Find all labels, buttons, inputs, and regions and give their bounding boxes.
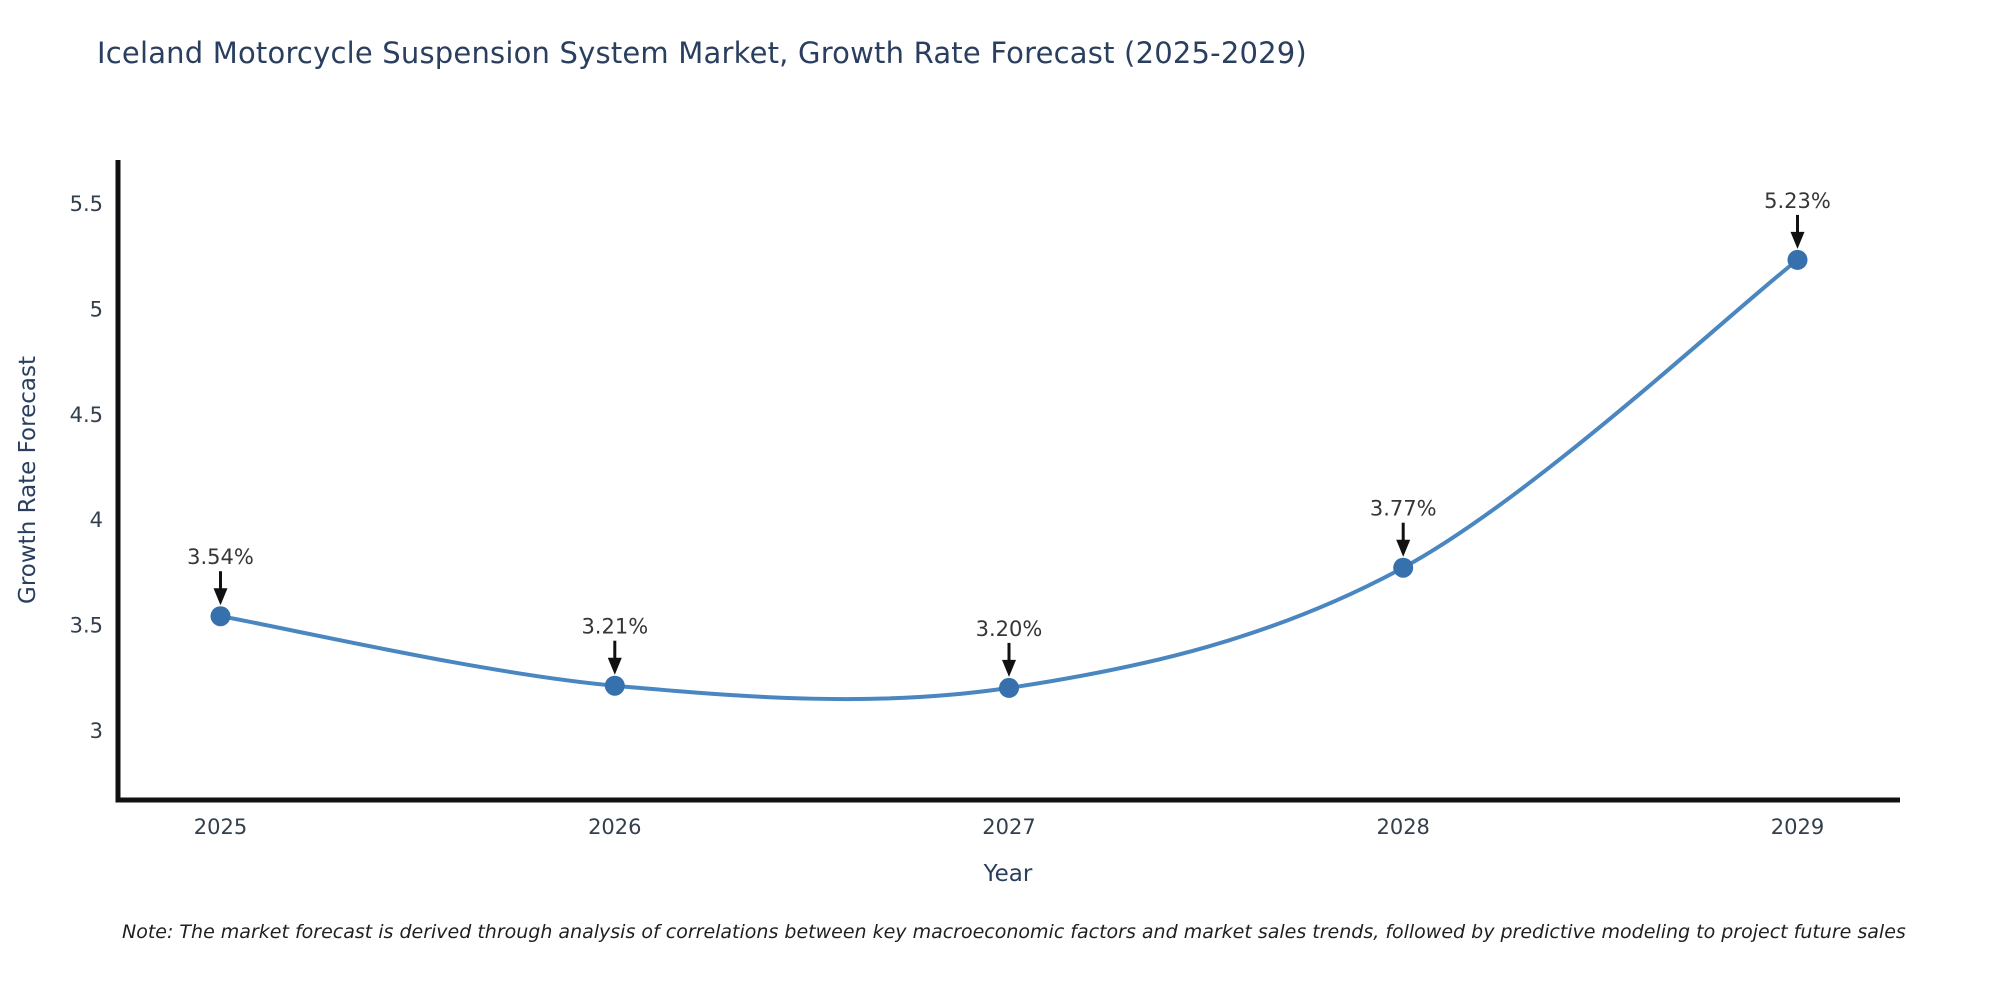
x-tick-label: 2027 (982, 815, 1035, 839)
data-point-marker[interactable] (1393, 557, 1414, 578)
y-tick-label: 5 (90, 297, 103, 321)
footnote: Note: The market forecast is derived thr… (122, 921, 1906, 943)
x-axis-label: Year (983, 861, 1033, 887)
annotation-arrowhead (1790, 231, 1805, 249)
y-tick-label: 3.5 (70, 614, 103, 638)
x-tick-label: 2025 (194, 815, 247, 839)
data-point-marker[interactable] (1787, 249, 1808, 270)
data-point-marker[interactable] (604, 675, 625, 696)
data-point-marker[interactable] (210, 606, 231, 627)
annotation-arrowhead (1002, 659, 1016, 677)
data-point-label: 3.21% (581, 615, 648, 639)
data-point-label: 5.23% (1764, 189, 1831, 213)
y-tick-label: 3 (90, 719, 103, 743)
x-tick-label: 2026 (588, 815, 641, 839)
x-tick-label: 2028 (1376, 815, 1429, 839)
y-tick-label: 4.5 (70, 403, 103, 427)
data-point-label: 3.77% (1370, 497, 1437, 521)
y-tick-label: 5.5 (70, 192, 103, 216)
data-point-label: 3.54% (187, 545, 254, 569)
axis-spines (115, 160, 1900, 803)
annotation-arrowhead (607, 657, 622, 675)
chart-title: Iceland Motorcycle Suspension System Mar… (97, 36, 1307, 70)
y-tick-label: 4 (90, 508, 103, 532)
annotation-arrowhead (213, 588, 228, 606)
x-tick-label: 2029 (1771, 815, 1824, 839)
annotation-arrowhead (1396, 539, 1411, 557)
data-point-label: 3.20% (976, 617, 1043, 641)
data-point-marker[interactable] (999, 677, 1019, 698)
